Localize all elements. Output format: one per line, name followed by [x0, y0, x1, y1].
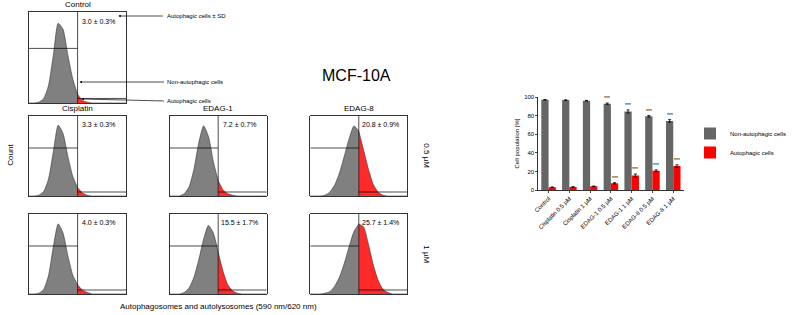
- svg-text:Control: Control: [65, 0, 91, 9]
- svg-text:Autophagic cells ± SD: Autophagic cells ± SD: [167, 13, 226, 19]
- svg-text:80: 80: [527, 113, 534, 119]
- svg-text:Autophagosomes and autolysosom: Autophagosomes and autolysosomes (590 nm…: [120, 302, 317, 311]
- svg-text:Control: Control: [533, 196, 551, 214]
- svg-text:3.3 ± 0.3%: 3.3 ± 0.3%: [82, 121, 115, 128]
- svg-text:Cisplatin 1 µM: Cisplatin 1 µM: [562, 196, 593, 227]
- svg-text:***: ***: [625, 102, 631, 108]
- svg-text:EDAG-8 1 µM: EDAG-8 1 µM: [645, 196, 676, 227]
- svg-text:0: 0: [531, 187, 535, 193]
- svg-text:***: ***: [612, 175, 618, 181]
- svg-text:Non-autophagic cells: Non-autophagic cells: [730, 131, 786, 137]
- svg-text:***: ***: [667, 112, 673, 118]
- svg-text:EDAG-1 0.5 µM: EDAG-1 0.5 µM: [579, 196, 613, 230]
- svg-text:20: 20: [527, 169, 534, 175]
- svg-text:25.7 ± 1.4%: 25.7 ± 1.4%: [362, 219, 399, 226]
- svg-text:Count: Count: [6, 144, 15, 166]
- svg-text:Autophagic cells: Autophagic cells: [167, 98, 211, 104]
- svg-text:***: ***: [632, 166, 638, 172]
- svg-text:7.2 ± 0.7%: 7.2 ± 0.7%: [223, 121, 256, 128]
- svg-text:EDAG-1 1 µM: EDAG-1 1 µM: [604, 196, 635, 227]
- svg-text:***: ***: [674, 157, 680, 163]
- svg-text:Autophagic cells: Autophagic cells: [730, 150, 774, 156]
- svg-text:3.0 ± 0.3%: 3.0 ± 0.3%: [82, 18, 115, 25]
- svg-text:***: ***: [653, 162, 659, 168]
- svg-text:0.5 µM: 0.5 µM: [422, 143, 431, 168]
- svg-text:15.5 ± 1.7%: 15.5 ± 1.7%: [221, 219, 258, 226]
- svg-text:MCF-10A: MCF-10A: [322, 67, 391, 84]
- svg-text:Cisplatin: Cisplatin: [62, 104, 93, 113]
- svg-text:EDAG-8 0.5 µM: EDAG-8 0.5 µM: [621, 196, 655, 230]
- svg-text:***: ***: [646, 108, 652, 114]
- svg-text:40: 40: [527, 150, 534, 156]
- svg-text:***: ***: [604, 95, 610, 101]
- svg-text:20.8 ± 0.9%: 20.8 ± 0.9%: [362, 121, 399, 128]
- svg-text:Cisplatin 0.5 µM: Cisplatin 0.5 µM: [537, 196, 572, 231]
- svg-text:EDAG-1: EDAG-1: [203, 104, 233, 113]
- svg-text:EDAG-8: EDAG-8: [344, 104, 374, 113]
- svg-text:100: 100: [524, 94, 535, 100]
- svg-text:1 µM: 1 µM: [422, 245, 431, 263]
- svg-text:Cell population [%]: Cell population [%]: [514, 118, 520, 168]
- svg-text:Non-autophagic cells: Non-autophagic cells: [167, 79, 223, 85]
- svg-text:60: 60: [527, 131, 534, 137]
- svg-text:4.0 ± 0.3%: 4.0 ± 0.3%: [82, 219, 115, 226]
